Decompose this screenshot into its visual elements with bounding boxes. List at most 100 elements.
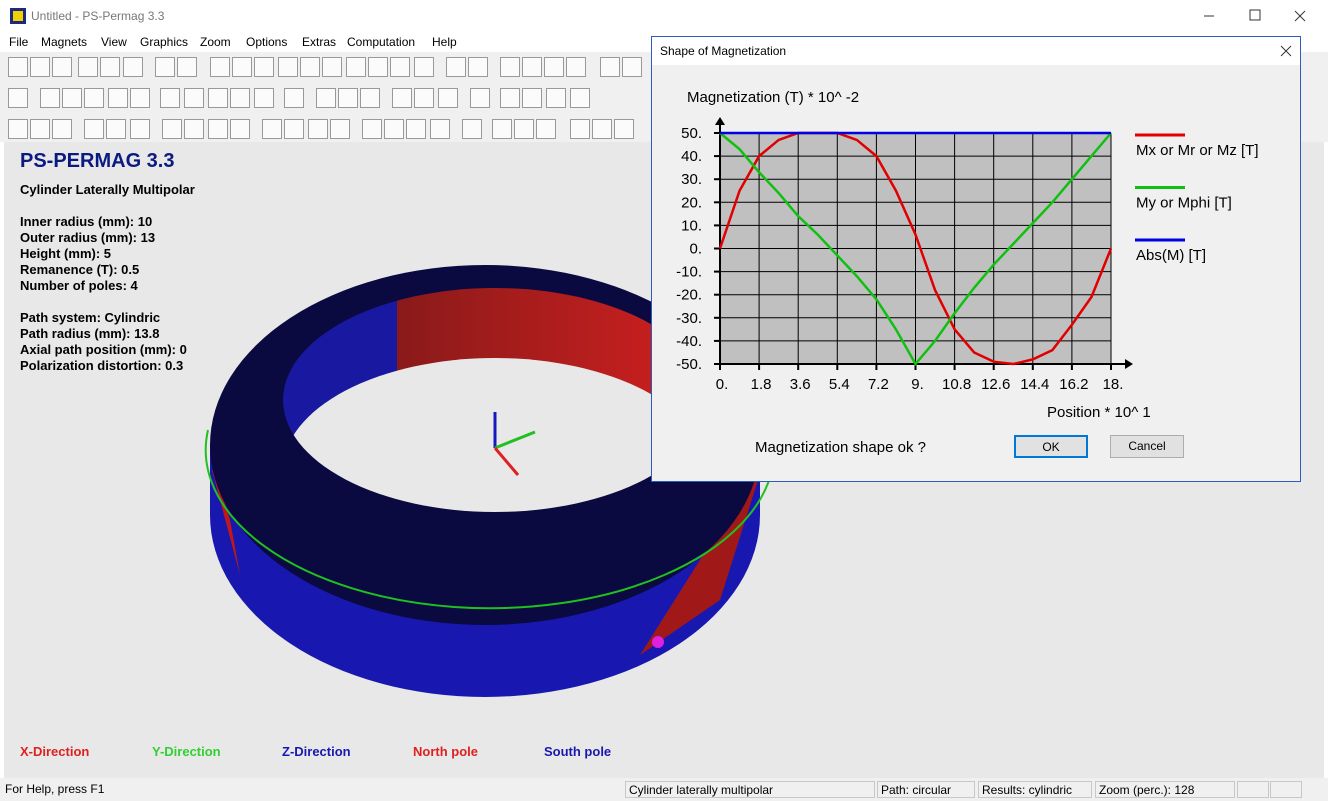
toolbar-button[interactable] [84,88,104,108]
menu-item[interactable]: Zoom [200,35,231,49]
toolbar-button[interactable] [100,57,120,77]
toolbar-button[interactable] [130,119,150,139]
param: Remanence (T): 0.5 [20,262,140,277]
toolbar-button[interactable] [600,57,620,77]
cancel-button[interactable]: Cancel [1110,435,1184,458]
toolbar-button[interactable] [308,119,328,139]
toolbar-button[interactable] [316,88,336,108]
toolbar-button[interactable] [230,119,250,139]
ok-button[interactable]: OK [1014,435,1088,458]
toolbar-button[interactable] [592,119,612,139]
toolbar-button[interactable] [570,119,590,139]
toolbar-button[interactable] [362,119,382,139]
series-line [718,131,1113,366]
x-tick-label: 12.6 [981,376,1010,393]
toolbar-button[interactable] [492,119,512,139]
toolbar-button[interactable] [468,57,488,77]
dialog-close[interactable] [1280,45,1292,57]
y-tick-label: 40. [681,148,702,165]
toolbar-button[interactable] [414,88,434,108]
menu-item[interactable]: Options [246,35,288,49]
toolbar-button[interactable] [338,88,358,108]
window-controls[interactable] [1190,0,1328,33]
toolbar-button[interactable] [430,119,450,139]
toolbar-button[interactable] [254,88,274,108]
toolbar-button[interactable] [360,88,380,108]
toolbar-button[interactable] [184,119,204,139]
y-axis-label: Magnetization (T) * 10^ -2 [687,89,859,106]
toolbar-button[interactable] [78,57,98,77]
toolbar-button[interactable] [84,119,104,139]
toolbar-button[interactable] [566,57,586,77]
toolbar-button[interactable] [300,57,320,77]
y-tick-label: 50. [681,125,702,142]
toolbar-button[interactable] [30,57,50,77]
param: Number of poles: 4 [20,278,138,293]
toolbar-button[interactable] [62,88,82,108]
toolbar-button[interactable] [210,57,230,77]
toolbar-button[interactable] [230,88,250,108]
toolbar-button[interactable] [232,57,252,77]
app-icon [10,8,26,24]
toolbar-button[interactable] [614,119,634,139]
toolbar-button[interactable] [622,57,642,77]
toolbar-button[interactable] [284,119,304,139]
menu-item[interactable]: Computation [347,35,416,49]
menu-item[interactable]: Graphics [140,35,189,49]
toolbar-button[interactable] [514,119,534,139]
y-tick-label: -50. [676,356,702,373]
legend-item: Z-Direction [282,744,351,759]
status-field [1270,781,1302,798]
toolbar-button[interactable] [123,57,143,77]
toolbar-button[interactable] [390,57,410,77]
toolbar-button[interactable] [368,57,388,77]
toolbar-button[interactable] [30,119,50,139]
toolbar-button[interactable] [40,88,60,108]
toolbar-button[interactable] [155,57,175,77]
toolbar-button[interactable] [570,88,590,108]
toolbar-button[interactable] [262,119,282,139]
toolbar-button[interactable] [160,88,180,108]
menu-item[interactable]: Magnets [41,35,88,49]
toolbar-button[interactable] [8,57,28,77]
toolbar-button[interactable] [500,57,520,77]
toolbar-button[interactable] [330,119,350,139]
toolbar-button[interactable] [52,119,72,139]
toolbar-button[interactable] [522,57,542,77]
toolbar-button[interactable] [108,88,128,108]
toolbar-button[interactable] [346,57,366,77]
toolbar-button[interactable] [544,57,564,77]
toolbar-button[interactable] [384,119,404,139]
toolbar-button[interactable] [8,119,28,139]
toolbar-button[interactable] [8,88,28,108]
toolbar-button[interactable] [52,57,72,77]
toolbar-button[interactable] [322,57,342,77]
toolbar-button[interactable] [446,57,466,77]
toolbar-button[interactable] [278,57,298,77]
toolbar-button[interactable] [470,88,490,108]
menu-item[interactable]: Help [432,35,457,49]
toolbar-button[interactable] [177,57,197,77]
toolbar-button[interactable] [184,88,204,108]
toolbar-button[interactable] [284,88,304,108]
toolbar-button[interactable] [208,88,228,108]
menu-item[interactable]: Extras [302,35,337,49]
toolbar-button[interactable] [438,88,458,108]
menu-item[interactable]: File [9,35,29,49]
toolbar-button[interactable] [162,119,182,139]
toolbar-button[interactable] [392,88,412,108]
window-title: Untitled - PS-Permag 3.3 [31,9,165,23]
toolbar-button[interactable] [106,119,126,139]
toolbar-button[interactable] [406,119,426,139]
toolbar-button[interactable] [546,88,566,108]
toolbar-button[interactable] [500,88,520,108]
toolbar-button[interactable] [130,88,150,108]
toolbar-button[interactable] [208,119,228,139]
toolbar-button[interactable] [414,57,434,77]
toolbar-button[interactable] [254,57,274,77]
status-field: Zoom (perc.): 128 [1095,781,1235,798]
toolbar-button[interactable] [522,88,542,108]
menu-item[interactable]: View [101,35,127,49]
toolbar-button[interactable] [536,119,556,139]
toolbar-button[interactable] [462,119,482,139]
